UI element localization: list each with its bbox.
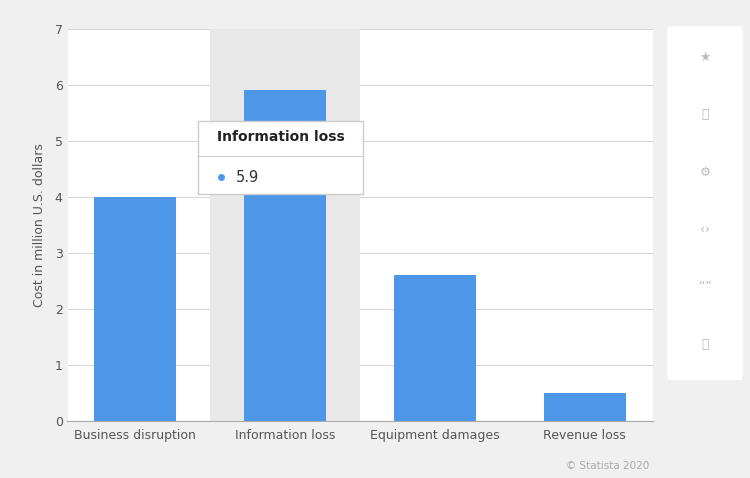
FancyBboxPatch shape xyxy=(668,198,742,265)
Bar xyxy=(244,90,326,421)
Bar xyxy=(94,196,176,421)
Bar xyxy=(210,29,360,421)
Bar xyxy=(394,275,476,421)
Text: 🔔: 🔔 xyxy=(701,108,709,121)
Text: ★: ★ xyxy=(699,51,711,64)
Bar xyxy=(244,90,326,421)
FancyBboxPatch shape xyxy=(668,26,742,93)
Text: ⎙: ⎙ xyxy=(701,337,709,351)
Bar xyxy=(544,392,626,421)
Bar xyxy=(94,196,176,421)
Text: ‹›: ‹› xyxy=(700,223,710,236)
Text: Information loss: Information loss xyxy=(217,130,344,144)
Text: ⚙: ⚙ xyxy=(699,165,711,179)
Bar xyxy=(394,275,476,421)
Text: 5.9: 5.9 xyxy=(236,170,259,185)
FancyBboxPatch shape xyxy=(668,256,742,323)
FancyBboxPatch shape xyxy=(198,121,363,194)
Text: “”: “” xyxy=(699,280,711,293)
FancyBboxPatch shape xyxy=(668,141,742,208)
Bar xyxy=(544,392,626,421)
Y-axis label: Cost in million U.S. dollars: Cost in million U.S. dollars xyxy=(33,143,46,306)
FancyBboxPatch shape xyxy=(668,313,742,380)
FancyBboxPatch shape xyxy=(668,84,742,151)
Text: © Statista 2020: © Statista 2020 xyxy=(566,461,649,471)
